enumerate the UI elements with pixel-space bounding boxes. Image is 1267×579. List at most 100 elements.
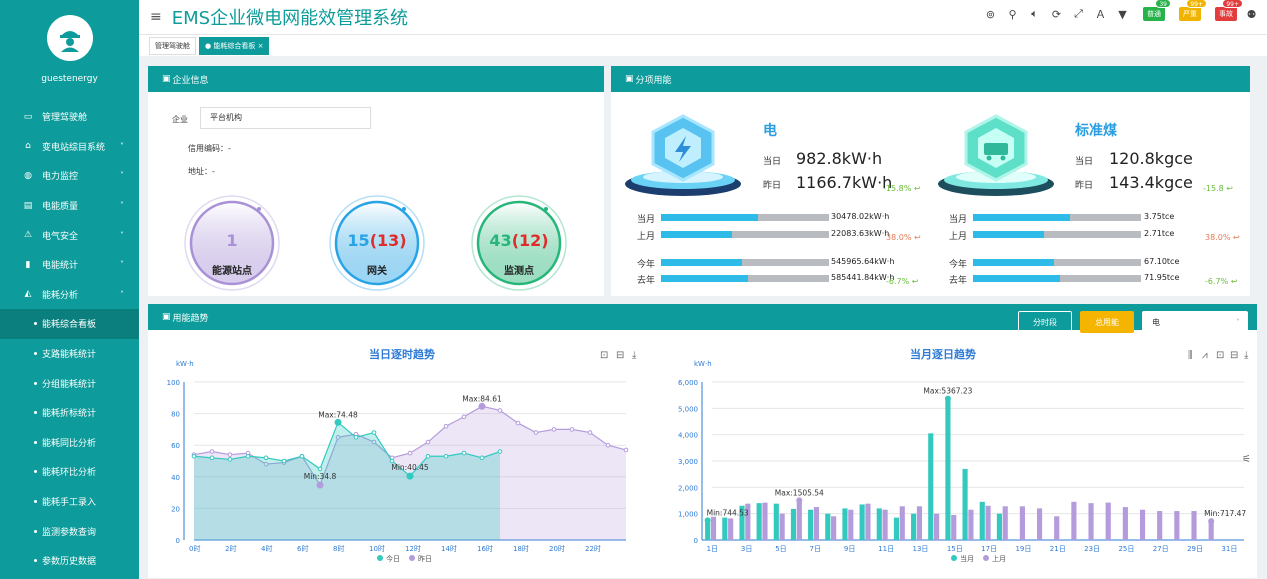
bar [756, 503, 762, 540]
sidebar-subitem-1[interactable]: 支路能耗统计 [0, 339, 139, 369]
sidebar-subitem-7[interactable]: 监测参数查询 [0, 516, 139, 546]
annotation-label: Min:717.47 [1204, 509, 1246, 518]
theme-icon[interactable]: ▼ [1118, 7, 1127, 21]
bar [710, 516, 717, 540]
sidebar-item-5[interactable]: ▮ 电能统计 ˅ [0, 250, 139, 280]
compare-row-label: 当月 [637, 215, 656, 225]
tab-cockpit[interactable]: 管理驾驶舱 [149, 36, 196, 55]
alarm-badge-1[interactable]: 严重 99+ [1179, 0, 1207, 21]
data-point [605, 442, 611, 448]
sidebar-subitem-3[interactable]: 能耗折标统计 [0, 398, 139, 428]
period-button[interactable]: 分时段 [1018, 311, 1072, 333]
data-point [227, 457, 233, 462]
bar [1139, 509, 1146, 540]
alarm-badge-2[interactable]: 事故 99+ [1215, 0, 1243, 21]
company-input[interactable]: 平台机构 [200, 107, 371, 129]
compare-bar [973, 214, 1141, 221]
compare-row-value: 67.10tce [1144, 257, 1180, 266]
sidebar-subitem-label: 参数历史数据 [42, 557, 97, 568]
sidebar-subitem-9[interactable]: 告警报表 [0, 576, 139, 579]
coal-yday-value: 143.4kgce [1109, 173, 1193, 192]
data-point [551, 427, 557, 432]
bar [876, 508, 882, 540]
user-icon[interactable]: ⚉ [1246, 7, 1257, 21]
chevron-down-icon: ˅ [1236, 317, 1240, 327]
daily-chart-title: 当月逐日趋势 [910, 348, 976, 361]
compare-row-change: 38.0% ↩ [886, 233, 921, 242]
font-size-icon[interactable]: Ａ [1095, 8, 1106, 21]
fullscreen-icon[interactable]: ⤢ [1074, 7, 1083, 20]
company-label: 企业 [172, 115, 188, 124]
annotation-label: Max:84.61 [462, 394, 502, 403]
y-axis-unit: kW·h [694, 360, 712, 368]
y-tick-label: 60 [171, 442, 180, 450]
compare-bar [661, 275, 829, 282]
sidebar-subitem-0[interactable]: 能耗综合看板 [0, 309, 139, 339]
sidebar-subitem-5[interactable]: 能耗环比分析 [0, 457, 139, 487]
energy-type-select[interactable]: 电 ˅ [1142, 311, 1248, 333]
avatar[interactable] [46, 15, 93, 61]
data-point [353, 435, 359, 440]
tab-bar: 管理驾驶舱 ● 能耗综合看板 × [139, 34, 1267, 56]
data-point [425, 453, 431, 459]
data-point [371, 430, 377, 435]
sidebar-item-label: 电能质量 [42, 202, 79, 213]
x-tick-label: 7日 [810, 545, 821, 553]
bar [808, 509, 814, 540]
sidebar-subitem-label: 支路能耗统计 [42, 350, 97, 361]
x-tick-label: 29日 [1187, 545, 1203, 553]
x-tick-label: 23日 [1084, 545, 1100, 553]
sidebar-subitem-2[interactable]: 分组能耗统计 [0, 368, 139, 398]
sidebar-item-3[interactable]: ▤ 电能质量 ˅ [0, 191, 139, 221]
bar [705, 520, 711, 540]
sidebar-subitem-4[interactable]: 能耗同比分析 [0, 428, 139, 458]
x-tick-label: 4时 [261, 544, 272, 553]
bar [831, 516, 837, 540]
compare-row-label: 上月 [637, 232, 656, 242]
close-icon[interactable]: × [257, 41, 264, 50]
sidebar-item-6[interactable]: ◭ 能耗分析 ˄ [0, 280, 139, 310]
x-tick-label: 11日 [878, 545, 894, 553]
x-tick-label: 6时 [297, 544, 308, 553]
bar [1088, 503, 1094, 540]
bar [859, 504, 865, 540]
tab-energy-dashboard[interactable]: ● 能耗综合看板 × [199, 36, 270, 55]
app-title: EMS企业微电网能效管理系统 [171, 8, 409, 29]
bar [865, 503, 871, 540]
sidebar-item-0[interactable]: ▭ 管理驾驶舱 [0, 102, 139, 132]
sidebar-item-2[interactable]: ◍ 电力监控 ˅ [0, 161, 139, 191]
y-tick-label: 20 [171, 505, 180, 513]
refresh-icon[interactable]: ⟳ [1051, 7, 1062, 21]
menu-toggle-icon[interactable]: ≡ [150, 9, 162, 25]
sidebar-item-4[interactable]: ⚠ 电气安全 ˅ [0, 220, 139, 250]
sidebar-subitem-8[interactable]: 参数历史数据 [0, 546, 139, 576]
extreme-point [1208, 518, 1215, 525]
x-tick-label: 2时 [225, 544, 236, 553]
compare-row-value: 30478.02kW·h [831, 212, 890, 221]
bar [848, 509, 854, 540]
panel-header: ▣ 用能趋势 [148, 304, 1257, 330]
x-tick-label: 16时 [477, 544, 493, 553]
search-icon[interactable]: ⚲ [1008, 7, 1017, 21]
settings-sliders-icon[interactable]: ⚟ [1242, 454, 1251, 465]
x-tick-label: 21日 [1050, 545, 1066, 553]
sound-icon[interactable]: 🔈︎ [1031, 7, 1038, 20]
bar [945, 398, 951, 540]
panel-marker-icon: ▣ [162, 312, 171, 322]
x-tick-label: 27日 [1153, 545, 1169, 553]
sidebar-subitem-label: 能耗环比分析 [42, 468, 97, 479]
data-point [371, 439, 377, 445]
sidebar-item-1[interactable]: ⌂ 变电站综目系统 ˅ [0, 132, 139, 162]
help-icon[interactable]: ⊚ [985, 7, 996, 21]
sidebar-subitem-6[interactable]: 能耗手工录入 [0, 487, 139, 517]
chart-toolbox-icon: ⤓ [1244, 350, 1249, 361]
compare-row-label: 今年 [637, 260, 656, 270]
extreme-point [478, 402, 486, 410]
x-tick-label: 8时 [333, 544, 344, 553]
coal-today-label: 当日 [1075, 157, 1094, 167]
sidebar-subitem-label: 分组能耗统计 [42, 379, 97, 390]
alarm-badge-0[interactable]: 普通 39 [1143, 0, 1171, 21]
series-line [193, 421, 501, 477]
compare-row-value: 22083.63kW·h [831, 229, 890, 238]
total-energy-button[interactable]: 总用能 [1080, 311, 1134, 333]
